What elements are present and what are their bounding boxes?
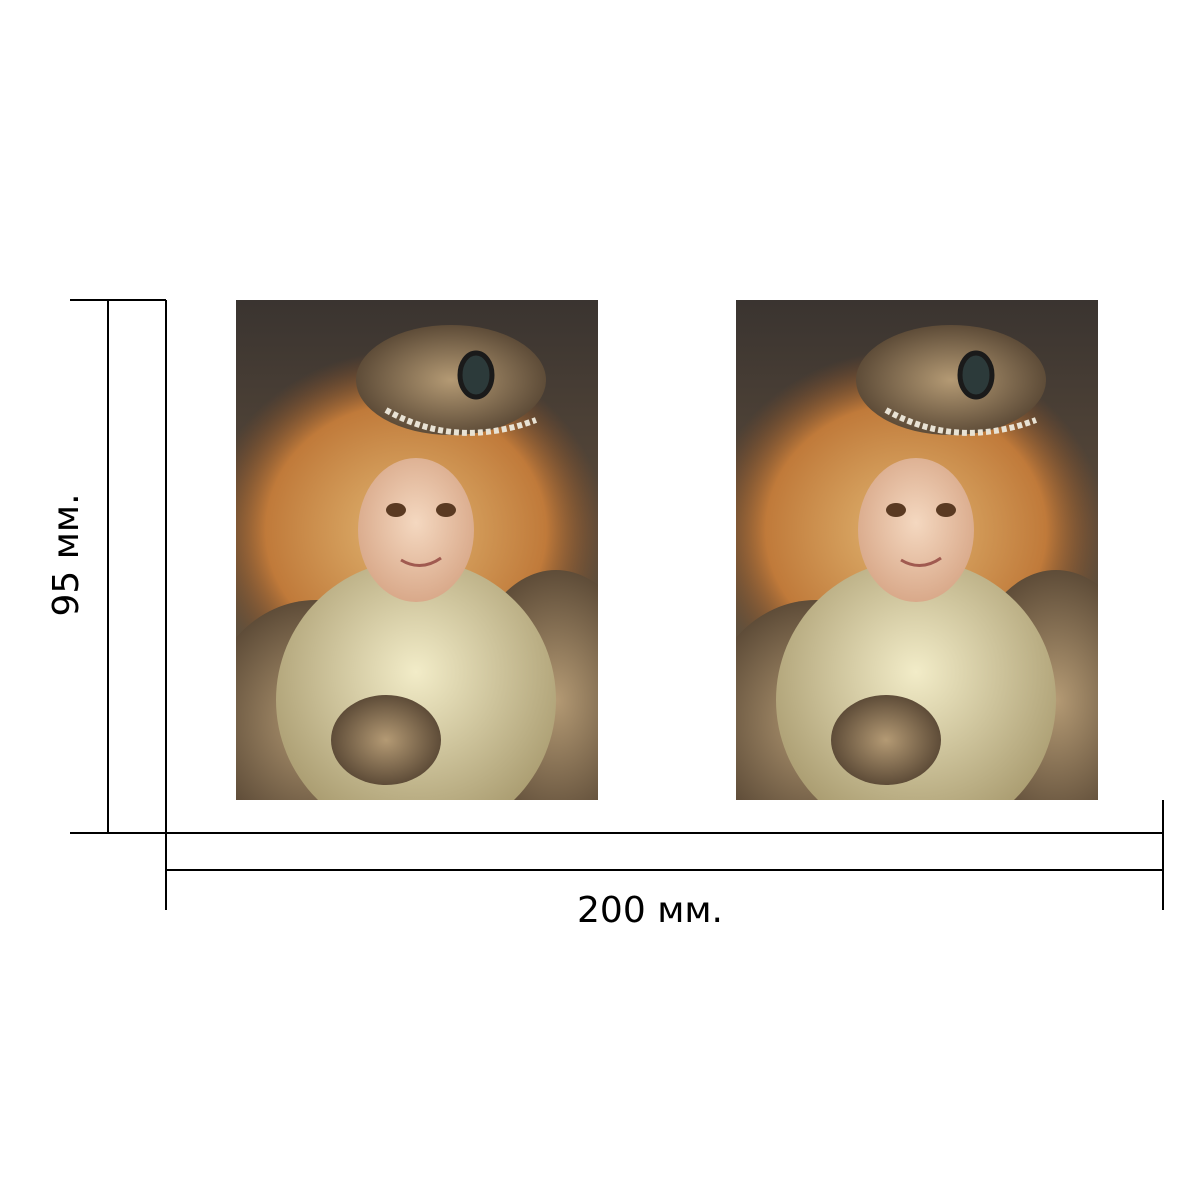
width-label: 200 мм. <box>577 890 723 931</box>
product-photo <box>206 300 646 840</box>
width-dimension: 200 мм. <box>165 800 1164 931</box>
height-label: 95 мм. <box>46 493 87 616</box>
height-dimension: 95 мм. <box>46 299 167 834</box>
product-photo <box>706 300 1146 840</box>
